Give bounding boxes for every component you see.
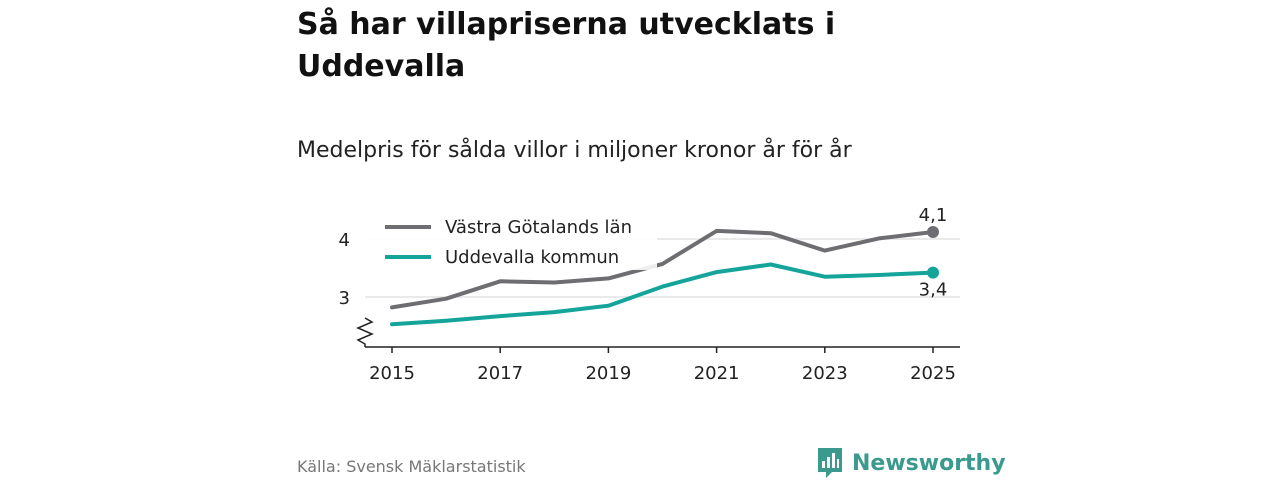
chart-subtitle: Medelpris för sålda villor i miljoner kr… [297,138,852,163]
x-tick-label: 2021 [694,363,740,384]
axis-break-icon [356,317,374,347]
brand-logo: Newsworthy [816,446,1006,480]
series-end-marker [927,266,939,279]
legend-background [365,209,657,270]
x-tick-label: 2023 [802,363,848,384]
x-tick-label: 2025 [910,363,956,384]
x-tick-label: 2015 [369,363,415,384]
brand-name: Newsworthy [852,450,1006,476]
series-line-municipality [390,262,935,327]
end-value-label: 4,1 [919,205,948,226]
y-tick-label: 4 [339,230,350,251]
y-tick-label: 3 [339,288,350,309]
bar-chart-icon [818,448,842,478]
series-line-region [390,228,935,310]
legend-label: Uddevalla kommun [445,247,619,268]
source-note: Källa: Svensk Mäklarstatistik [297,457,526,476]
x-tick-label: 2017 [477,363,523,384]
series-end-marker [927,226,939,239]
chart-title: Så har villapriserna utvecklats i Uddeva… [297,7,836,84]
legend-label: Västra Götalands län [445,217,632,238]
end-value-label: 3,4 [919,280,948,301]
x-tick-label: 2019 [585,363,631,384]
